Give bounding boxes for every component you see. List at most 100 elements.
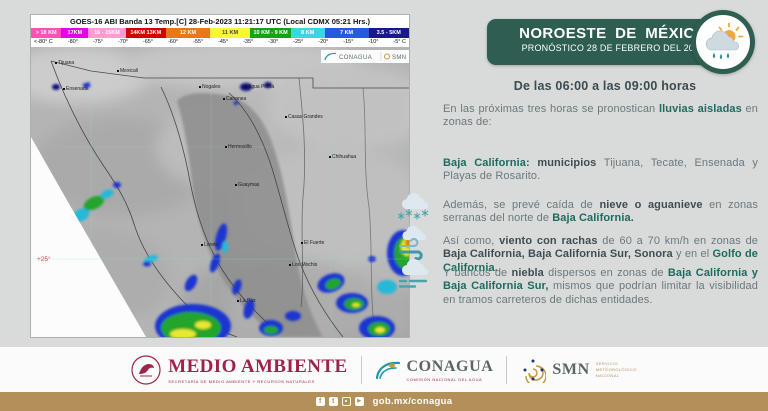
temp-label: -55° (193, 39, 204, 45)
medio-ambiente-logo: MEDIO AMBIENTE SECRETARÍA DE MEDIO AMBIE… (130, 354, 347, 386)
colorbar-segment: 14KM 13KM (125, 28, 166, 38)
city-label: Nogales (199, 84, 220, 90)
temp-label: -65° (142, 39, 154, 45)
forecast-text-span: Golfo de California. (443, 248, 758, 274)
conagua-subtitle: COMISIÓN NACIONAL DEL AGUA (406, 376, 483, 382)
twitter-icon[interactable]: t (328, 397, 338, 406)
city-label: Los Mochis (289, 262, 317, 268)
instagram-icon[interactable] (341, 397, 351, 406)
youtube-icon[interactable]: ▶ (354, 397, 364, 406)
latitude-label: +25° (37, 255, 51, 263)
colorbar-segment: 16 - 15KM (88, 28, 126, 38)
colorbar: > 18 KM 17KM 16 - 15KM 14KM 13KM 12 KM 11 KM 1… (31, 28, 409, 38)
forecast-fog: Y bancos de niebla dispersos en zonas de… (443, 267, 758, 307)
banner-weather-badge (691, 10, 755, 74)
fog-cloud-icon (397, 258, 433, 295)
satellite-map: +25° CONAGUA SMN Tijuana Mexicali Ensenada… (31, 47, 409, 337)
forecast-text-span: nieve o aguanieve (599, 199, 703, 211)
conagua-title: CONAGUA (406, 357, 494, 375)
temp-label: -75° (92, 39, 103, 45)
medio-ambiente-title: MEDIO AMBIENTE (168, 355, 348, 377)
forecast-text-span: Baja California, Baja California Sur, So… (443, 248, 673, 261)
city-label: Mexicali (117, 68, 138, 74)
forecast-wind: Así como, viento con rachas de 60 a 70 k… (443, 235, 758, 275)
forecast-text-span: Baja California y Baja California Sur, (443, 267, 758, 293)
colorbar-segment: 11 KM (209, 28, 251, 38)
smn-logo: SMN SERVICIO METEOROLÓGICO NACIONAL (520, 357, 637, 383)
eagle-seal-icon (131, 354, 161, 385)
forecast-text-span: Tijuana, Tecate, Ensenada y Playas de Ro… (443, 157, 758, 183)
temp-label: <-80° C (34, 39, 53, 45)
forecast-text-span: municipios (537, 157, 597, 169)
forecast-text-span: Así como, (443, 235, 500, 247)
temp-scale: <-80° C -80° -75° -70° -65° -60° -55° -45° -35° -… (31, 38, 409, 47)
bottom-bar: f t ▶ gob.mx/conagua (0, 392, 768, 411)
forecast-baja-california: Baja California: municipios Tijuana, Tec… (443, 157, 758, 184)
city-label: Tijuana (55, 60, 74, 66)
forecast-text-span: viento con rachas (499, 235, 598, 247)
social-icons: f t ▶ (315, 397, 364, 406)
footer-divider (360, 355, 362, 384)
colorbar-segment: 3.5 - 5KM (368, 28, 409, 38)
forecast-text-span: Y bancos de (443, 267, 512, 279)
watermark-conagua-label: CONAGUA (339, 55, 372, 61)
city-label: Ensenada (63, 86, 89, 92)
satellite-title: GOES-16 ABI Banda 13 Temp.[C] 28-Feb-202… (69, 17, 371, 26)
temp-label: -15° (343, 39, 354, 45)
region-title: NOROESTE DE MÉXICO (519, 25, 707, 42)
colorbar-segment: 8 KM (290, 28, 325, 38)
forecast-text-span: y en el (672, 248, 713, 261)
conagua-wave-icon (375, 361, 400, 379)
scan-edge-wedge (31, 137, 146, 337)
temp-label: -70° (117, 39, 129, 45)
city-label: Guaymas (235, 182, 259, 188)
forecast-text-span: en zonas serranas del norte de (443, 199, 758, 225)
forecast-text-span: de 60 a 70 km/h en zonas de (597, 235, 759, 247)
temp-label: -60° (167, 39, 179, 45)
gulf-of-california (177, 93, 323, 337)
forecast-text-span: niebla (511, 267, 544, 279)
footer-logos: MEDIO AMBIENTE SECRETARÍA DE MEDIO AMBIE… (0, 347, 768, 392)
forecast-text-span: lluvias aisladas (658, 103, 742, 115)
temp-label: -30° (268, 39, 279, 45)
city-label: Agua Prieta (245, 84, 274, 90)
smn-spiral-icon (523, 359, 547, 383)
city-label: Casas Grandes (285, 114, 323, 120)
satellite-panel: GOES-16 ABI Banda 13 Temp.[C] 28-Feb-202… (30, 14, 410, 338)
city-label: El Fuerte (301, 240, 324, 246)
precipitation-blobs (39, 82, 409, 337)
gobmx-link[interactable]: gob.mx/conagua (372, 396, 453, 407)
facebook-icon[interactable]: f (315, 397, 325, 406)
forecast-text-span: mismos que podrían limitar la visibilida… (443, 280, 758, 306)
sun-cloud-rain-icon (705, 22, 744, 60)
forecast-intro: En las próximas tres horas se pronostica… (443, 103, 758, 130)
smn-title: SMN (552, 360, 590, 378)
temp-label: -45° (218, 39, 229, 45)
wind-cloud-icon (397, 225, 433, 265)
temp-label: -20° (318, 39, 329, 45)
temp-label: -80° (67, 39, 78, 45)
forecast-text-span: en zonas de: (443, 103, 758, 129)
medio-ambiente-subtitle: SECRETARÍA DE MEDIO AMBIENTE Y RECURSOS … (168, 378, 315, 384)
footer-divider (506, 355, 508, 384)
city-label: Chihuahua (329, 154, 356, 160)
forecast-text-span: dispersos en zonas de (543, 267, 668, 279)
conagua-logo: CONAGUA COMISIÓN NACIONAL DEL AGUA (375, 358, 494, 382)
city-label: La Paz (237, 298, 256, 304)
forecast-text-span: Además, se prevé caída de (443, 199, 600, 211)
temp-label: -25° (293, 39, 304, 45)
watermark-smn-label: SMN (392, 55, 407, 61)
temp-label: -10° (368, 39, 379, 45)
forecast-text-span: Baja California: (443, 157, 530, 169)
colorbar-segment: 7 KM (324, 28, 369, 38)
city-label: Cananea (223, 96, 246, 102)
city-label: Loreto (201, 242, 218, 248)
temp-label: -35° (243, 39, 254, 45)
forecast-date: PRONÓSTICO 28 DE FEBRERO DEL 2023 (521, 43, 705, 53)
map-watermark: CONAGUA SMN (321, 50, 409, 63)
satellite-imagery: +25° CONAGUA SMN (31, 47, 409, 337)
temp-label: -5° C (393, 39, 406, 45)
forecast-text-span: Baja California. (552, 212, 634, 225)
snow-cloud-icon (397, 192, 433, 229)
